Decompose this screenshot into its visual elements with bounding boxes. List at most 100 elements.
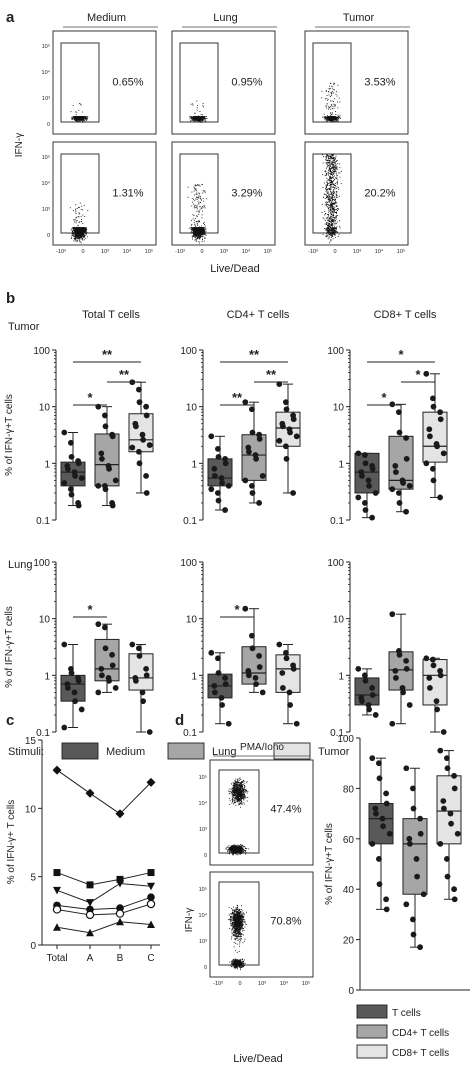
event-point	[195, 196, 197, 198]
event-point	[328, 158, 330, 159]
event-point	[194, 227, 196, 229]
event-point	[334, 209, 335, 210]
event-point	[329, 211, 331, 213]
data-point	[359, 698, 365, 705]
event-point	[326, 166, 328, 168]
event-point	[193, 190, 195, 192]
event-point	[329, 218, 331, 220]
column-title: CD8+ T cells	[374, 309, 437, 321]
event-point	[329, 203, 331, 205]
event-point	[332, 157, 333, 159]
event-point	[198, 241, 200, 243]
event-point	[330, 112, 331, 114]
event-point	[76, 231, 78, 233]
event-point	[196, 234, 198, 236]
event-point	[204, 120, 206, 122]
event-point	[71, 119, 73, 120]
event-point	[329, 199, 330, 200]
event-point	[335, 216, 337, 217]
event-point	[198, 230, 200, 232]
event-point	[198, 116, 200, 118]
event-point	[75, 213, 77, 214]
event-point	[328, 231, 330, 233]
event-point	[76, 229, 78, 231]
data-point	[355, 494, 362, 501]
row-title-lung: Lung	[8, 559, 32, 571]
data-point	[365, 477, 372, 484]
event-point	[201, 116, 203, 118]
event-point	[326, 230, 328, 232]
event-point	[334, 225, 335, 227]
event-point	[330, 237, 332, 238]
event-point	[199, 238, 200, 239]
data-point	[256, 653, 262, 659]
event-point	[326, 192, 328, 194]
event-point	[334, 206, 336, 208]
event-point	[335, 215, 337, 217]
event-point	[203, 227, 205, 229]
data-point	[372, 490, 379, 496]
event-point	[332, 208, 334, 209]
x-tick-label: 0	[333, 249, 336, 255]
event-point	[334, 165, 336, 167]
event-point	[322, 162, 324, 164]
event-point	[82, 228, 84, 230]
series-path	[56, 896, 152, 910]
event-point	[81, 227, 82, 229]
event-point	[197, 184, 198, 186]
event-point	[194, 239, 196, 241]
event-point	[77, 231, 79, 232]
event-point	[333, 194, 334, 196]
event-point	[337, 181, 338, 183]
event-point	[200, 202, 201, 203]
event-point	[331, 93, 333, 94]
event-point	[329, 213, 331, 215]
event-point	[85, 117, 86, 118]
event-point	[326, 118, 328, 119]
event-point	[336, 91, 337, 93]
event-point	[330, 118, 332, 120]
gate-percentage: 3.29%	[231, 188, 262, 200]
event-point	[326, 154, 327, 156]
event-point	[83, 227, 85, 228]
event-point	[71, 236, 73, 238]
event-point	[195, 120, 196, 121]
data-point	[215, 490, 221, 496]
event-point	[328, 229, 330, 231]
event-point	[198, 228, 200, 230]
data-point	[78, 475, 85, 481]
event-point	[82, 236, 83, 238]
event-point	[333, 84, 335, 85]
event-point	[335, 166, 337, 168]
x-tick-label: B	[117, 953, 124, 964]
event-point	[337, 116, 339, 117]
event-point	[192, 230, 194, 232]
event-point	[78, 116, 79, 117]
event-point	[87, 117, 88, 119]
event-point	[199, 117, 200, 119]
event-point	[337, 174, 339, 176]
event-point	[197, 236, 199, 238]
event-point	[80, 118, 82, 120]
series-line	[53, 893, 155, 914]
event-point	[191, 219, 192, 221]
event-point	[192, 117, 194, 118]
event-point	[197, 116, 199, 118]
event-point	[80, 228, 82, 230]
event-point	[337, 118, 339, 120]
event-point	[201, 236, 203, 238]
event-point	[339, 163, 341, 165]
data-point	[136, 460, 143, 467]
stimuli-legend: Stimuli: Medium Lung Tumor	[8, 742, 350, 760]
event-point	[189, 116, 191, 117]
event-cloud	[321, 154, 342, 244]
event-point	[78, 227, 80, 228]
event-point	[195, 239, 197, 240]
event-point	[331, 232, 333, 234]
event-point	[204, 238, 206, 239]
event-point	[83, 237, 85, 239]
event-point	[201, 117, 203, 119]
data-point	[249, 429, 256, 436]
event-point	[331, 204, 333, 205]
event-point	[330, 235, 332, 237]
